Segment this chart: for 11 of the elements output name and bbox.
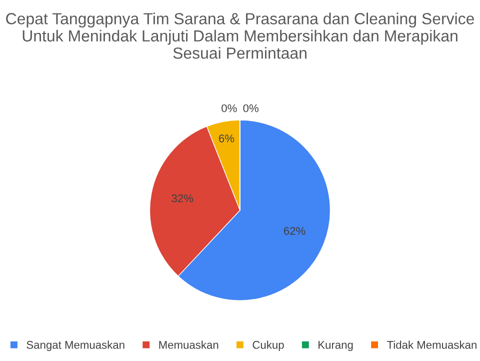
legend-label: Tidak Memuaskan bbox=[387, 340, 476, 349]
text: 0% bbox=[243, 104, 258, 112]
legend-label: Cukup bbox=[252, 340, 284, 351]
data-label: 32% bbox=[172, 194, 194, 202]
data-label: 62% bbox=[284, 226, 306, 235]
legend-label: Memuaskan bbox=[159, 340, 218, 349]
legend-label: Kurang bbox=[318, 341, 353, 351]
legend-label: Sangat Memuaskan bbox=[26, 340, 124, 351]
chart-title: Cepat Tanggapnya Tim Sarana & Prasarana dan Cleaning Service Untuk Menindak Lanjuti Dalam Membersihkan dan Merapikan Sesuai Permintaan bbox=[6, 12, 474, 59]
data-label: 6% bbox=[219, 134, 234, 142]
text: 0% bbox=[222, 104, 237, 112]
